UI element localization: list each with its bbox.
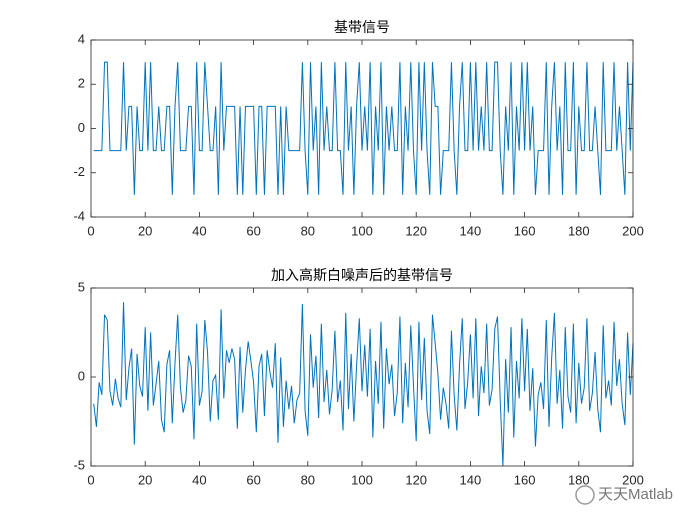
y-tick-label: 5 — [78, 279, 85, 294]
x-tick-label: 80 — [301, 223, 315, 238]
x-tick-label: 40 — [192, 472, 206, 487]
x-tick-label: 80 — [301, 472, 315, 487]
y-tick-label: -4 — [73, 208, 85, 223]
x-tick-label: 0 — [87, 472, 94, 487]
x-tick-label: 0 — [87, 223, 94, 238]
x-tick-label: 60 — [246, 223, 260, 238]
chart-title: 基带信号 — [334, 19, 390, 36]
x-tick-label: 60 — [246, 472, 260, 487]
y-tick-label: 0 — [78, 368, 85, 383]
y-tick-label: -5 — [73, 457, 85, 472]
x-tick-label: 180 — [568, 472, 590, 487]
chart-title: 加入高斯白噪声后的基带信号 — [271, 267, 453, 284]
x-tick-label: 200 — [622, 472, 644, 487]
x-tick-label: 20 — [138, 223, 152, 238]
x-tick-label: 20 — [138, 472, 152, 487]
axes-background — [91, 288, 633, 466]
x-tick-label: 140 — [460, 472, 482, 487]
y-tick-label: -2 — [73, 164, 85, 179]
x-tick-label: 160 — [514, 472, 536, 487]
watermark: 天天Matlab — [598, 486, 673, 503]
x-tick-label: 40 — [192, 223, 206, 238]
watermark-icon — [575, 485, 595, 505]
x-tick-label: 120 — [405, 223, 427, 238]
x-tick-label: 120 — [405, 472, 427, 487]
y-tick-label: 2 — [78, 76, 85, 91]
axes-background — [91, 40, 633, 217]
x-tick-label: 100 — [351, 223, 373, 238]
y-tick-label: 0 — [78, 120, 85, 135]
x-tick-label: 180 — [568, 223, 590, 238]
x-tick-label: 100 — [351, 472, 373, 487]
x-tick-label: 140 — [460, 223, 482, 238]
x-tick-label: 160 — [514, 223, 536, 238]
x-tick-label: 200 — [622, 223, 644, 238]
signal-line — [93, 61, 634, 195]
signal-line — [93, 302, 634, 467]
y-tick-label: 4 — [78, 31, 85, 46]
